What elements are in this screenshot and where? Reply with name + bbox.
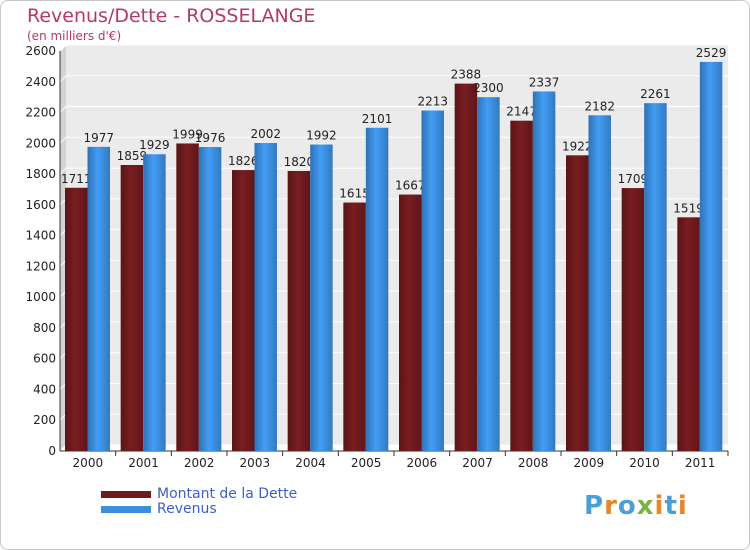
data-label: 2261 xyxy=(640,87,671,101)
bar-dette-2008 xyxy=(510,120,533,451)
data-label: 1859 xyxy=(117,149,148,163)
y-tick-label: 400 xyxy=(33,382,56,396)
plot-side-wall xyxy=(60,45,66,451)
data-label: 1709 xyxy=(618,172,649,186)
y-tick-label: 800 xyxy=(33,321,56,335)
y-tick-label: 1000 xyxy=(25,290,56,304)
bar-chart: 0 200 400 600 800 1000 1200 1400 1600 1800 2000 220… xyxy=(25,44,729,470)
y-tick-label: 2000 xyxy=(25,136,56,150)
chart-subtitle: (en milliers d'€) xyxy=(27,29,122,43)
legend-swatch-dette xyxy=(101,491,151,498)
data-label: 1977 xyxy=(83,131,114,145)
x-tick-label: 2004 xyxy=(295,456,326,470)
data-label: 2529 xyxy=(696,46,727,60)
data-label: 2147 xyxy=(506,105,537,119)
bar-revenus-2004 xyxy=(310,144,333,452)
logo-letter: P xyxy=(584,491,605,521)
y-tick-label: 200 xyxy=(33,413,56,427)
bar-revenus-2010 xyxy=(644,103,667,452)
bar-dette-2005 xyxy=(343,202,366,451)
logo-letter: t xyxy=(664,491,678,521)
gridline-side xyxy=(59,44,67,52)
bar-revenus-2000 xyxy=(87,146,110,451)
bar-revenus-2006 xyxy=(421,110,444,452)
data-label: 2388 xyxy=(451,68,482,82)
logo-letter: x xyxy=(636,491,655,521)
data-label: 1976 xyxy=(195,131,226,145)
data-label: 2101 xyxy=(362,112,393,126)
y-tick-label: 2200 xyxy=(25,106,56,120)
data-label: 1711 xyxy=(61,172,92,186)
bar-dette-2007 xyxy=(454,83,478,451)
gridline-side xyxy=(59,136,67,144)
bar-revenus-2009 xyxy=(588,115,611,452)
bar-dette-2009 xyxy=(566,155,589,452)
logo-letter: i xyxy=(677,491,688,521)
x-tick-label: 2007 xyxy=(462,456,493,470)
chart-title: Revenus/Dette - ROSSELANGE xyxy=(27,5,316,27)
bar-dette-2000 xyxy=(65,187,88,451)
data-label: 2213 xyxy=(417,95,448,109)
x-tick-label: 2006 xyxy=(407,456,438,470)
bar-revenus-2003 xyxy=(254,143,277,451)
bar-revenus-2001 xyxy=(143,154,166,451)
bar-dette-2004 xyxy=(287,171,311,451)
x-tick-label: 2005 xyxy=(351,456,382,470)
data-label: 1999 xyxy=(172,127,203,141)
y-tick-label: 1400 xyxy=(25,229,56,243)
data-label: 1667 xyxy=(395,179,426,193)
data-label: 2002 xyxy=(250,127,281,141)
y-tick-label: 1200 xyxy=(25,259,56,273)
gridline-side xyxy=(59,167,67,175)
logo-letter: r xyxy=(604,491,618,521)
x-tick-label: 2003 xyxy=(240,456,271,470)
bar-revenus-2005 xyxy=(365,127,389,452)
data-label: 1820 xyxy=(284,155,315,169)
y-tick-label: 2600 xyxy=(25,44,56,58)
logo-letter: i xyxy=(654,491,665,521)
gridline-side xyxy=(59,106,67,113)
data-label: 1826 xyxy=(228,154,259,168)
y-tick-label: 1600 xyxy=(25,198,56,212)
x-tick-label: 2011 xyxy=(685,456,716,470)
x-tick-label: 2001 xyxy=(128,456,159,470)
bar-dette-2010 xyxy=(621,188,645,452)
data-label: 1992 xyxy=(306,129,337,143)
x-tick-label: 2000 xyxy=(73,456,104,470)
data-label: 2300 xyxy=(473,81,504,95)
data-label: 1922 xyxy=(562,139,593,153)
proxiti-logo: Proxiti xyxy=(584,491,688,521)
y-tick-label: 1800 xyxy=(25,167,56,181)
bar-dette-2003 xyxy=(232,170,255,452)
legend-swatch-revenus xyxy=(101,506,151,513)
legend-label-dette: Montant de la Dette xyxy=(157,486,298,502)
bar-revenus-2007 xyxy=(477,97,500,452)
x-tick-label: 2008 xyxy=(518,456,549,470)
x-tick-label: 2009 xyxy=(574,456,605,470)
bar-revenus-2008 xyxy=(532,91,556,451)
bar-revenus-2011 xyxy=(699,61,723,452)
y-tick-label: 600 xyxy=(33,352,56,366)
data-label: 1615 xyxy=(339,187,370,201)
data-label: 1929 xyxy=(139,138,170,152)
y-tick-label: 0 xyxy=(48,444,56,458)
data-label: 2337 xyxy=(529,75,560,89)
data-label: 1519 xyxy=(673,201,704,215)
bar-revenus-2002 xyxy=(198,147,222,451)
bar-dette-2002 xyxy=(176,143,199,451)
x-tick-label: 2002 xyxy=(184,456,215,470)
gridline-side xyxy=(59,75,67,83)
bar-dette-2001 xyxy=(120,165,144,451)
legend-label-revenus: Revenus xyxy=(157,501,217,517)
y-tick-label: 2400 xyxy=(25,75,56,89)
bar-dette-2011 xyxy=(677,217,700,451)
logo-letter: o xyxy=(617,491,637,521)
data-label: 2182 xyxy=(584,99,615,113)
bar-dette-2006 xyxy=(399,194,422,452)
x-tick-label: 2010 xyxy=(629,456,660,470)
